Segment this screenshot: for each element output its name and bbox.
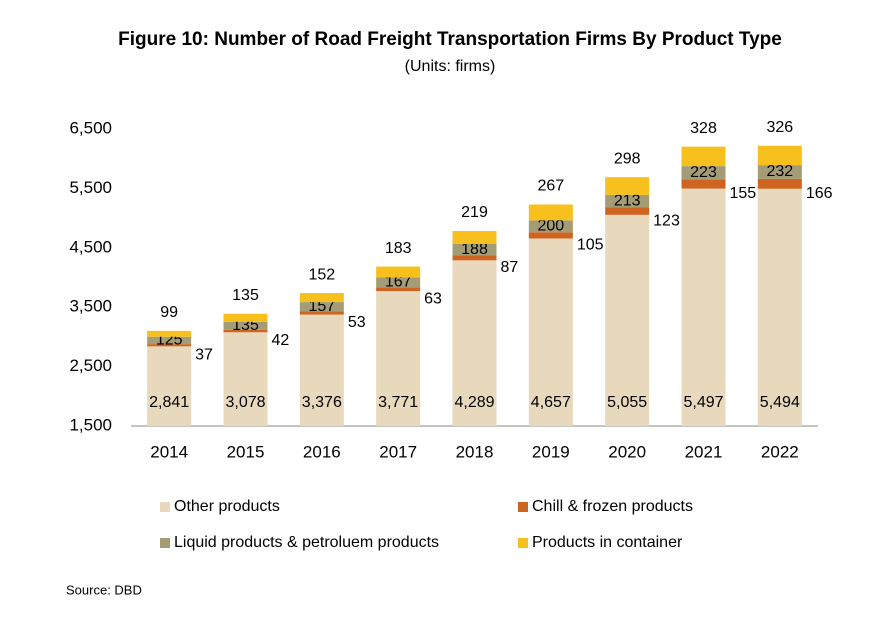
bar-segment (223, 313, 268, 322)
y-tick-label: 4,500 (69, 237, 112, 256)
legend-label: Other products (174, 498, 280, 515)
bar-segment (223, 329, 268, 333)
data-label: 152 (308, 266, 335, 283)
bar-segment (376, 287, 421, 292)
bar-segment (452, 255, 497, 261)
x-tick-label: 2019 (532, 442, 570, 461)
x-tick-label: 2017 (379, 442, 417, 461)
bar-segment (299, 302, 344, 312)
data-label: 105 (577, 237, 604, 254)
data-label: 183 (385, 240, 412, 257)
data-label: 87 (501, 259, 519, 276)
legend-swatch (160, 538, 170, 548)
chart-subtitle: (Units: firms) (405, 58, 496, 75)
bar-segment (299, 293, 344, 303)
bar-segment (757, 145, 802, 166)
data-label: 219 (461, 204, 488, 221)
data-label: 53 (348, 314, 366, 331)
data-label: 167 (385, 274, 412, 291)
bar-segment (452, 243, 497, 256)
legend-label: Products in container (532, 534, 683, 551)
x-tick-label: 2022 (761, 442, 799, 461)
data-label: 5,055 (607, 394, 647, 411)
legend-swatch (518, 502, 528, 512)
bar-segment (681, 166, 726, 180)
bar-segment (147, 346, 192, 426)
legend-swatch (160, 502, 170, 512)
data-label: 3,376 (302, 394, 342, 411)
bar-segment (681, 188, 726, 426)
data-label: 3,078 (225, 394, 265, 411)
data-label: 5,494 (760, 394, 800, 411)
x-tick-label: 2018 (456, 442, 494, 461)
bar-segment (223, 332, 268, 426)
data-label: 166 (806, 185, 833, 202)
bar-segment (605, 207, 650, 215)
bar-segment (757, 178, 802, 189)
bar-segment (376, 266, 421, 278)
bar-segment (605, 177, 650, 195)
x-tick-label: 2021 (685, 442, 723, 461)
bar-segment (299, 314, 344, 426)
bar-segment (376, 291, 421, 426)
data-label: 63 (424, 290, 442, 307)
source: Source: DBD (66, 582, 142, 597)
data-label: 4,657 (531, 394, 571, 411)
data-label: 2,841 (149, 394, 189, 411)
y-tick-label: 3,500 (69, 297, 112, 316)
bar-segment (147, 344, 192, 347)
bar-segment (147, 336, 192, 345)
bar-segment (605, 194, 650, 208)
data-label: 4,289 (454, 394, 494, 411)
x-tick-label: 2016 (303, 442, 341, 461)
bar-segment (528, 238, 573, 426)
y-tick-label: 1,500 (69, 415, 112, 434)
y-tick-label: 6,500 (69, 118, 112, 137)
bar-segment (681, 179, 726, 189)
bar-segment (757, 165, 802, 179)
bar-segment (528, 232, 573, 239)
bar-segment (299, 311, 344, 315)
y-tick-label: 2,500 (69, 356, 112, 375)
bar-segment (681, 146, 726, 167)
data-label: 3,771 (378, 394, 418, 411)
bar-segment (147, 330, 192, 337)
bar-segment (757, 188, 802, 426)
data-label: 155 (730, 185, 757, 202)
bar-segment (452, 260, 497, 426)
data-label: 200 (537, 218, 564, 235)
data-label: 232 (766, 163, 793, 180)
bar-segment (528, 204, 573, 221)
data-label: 213 (614, 192, 641, 209)
x-tick-label: 2015 (227, 442, 265, 461)
x-tick-label: 2020 (608, 442, 646, 461)
bar-segment (223, 321, 268, 330)
data-label: 99 (160, 304, 178, 321)
bar-segment (452, 230, 497, 244)
legend-label: Chill & frozen products (532, 498, 693, 515)
bar-segment (528, 220, 573, 233)
legend-swatch (518, 538, 528, 548)
bar-segment (376, 277, 421, 288)
data-label: 326 (766, 119, 793, 136)
data-label: 135 (232, 287, 259, 304)
data-label: 223 (690, 164, 717, 181)
data-label: 188 (461, 241, 488, 258)
legend-label: Liquid products & petroluem products (174, 534, 439, 551)
data-label: 37 (195, 346, 213, 363)
bar-segment (605, 214, 650, 426)
data-label: 267 (537, 178, 564, 195)
data-label: 157 (308, 298, 335, 315)
data-label: 42 (272, 332, 290, 349)
data-label: 298 (614, 150, 641, 167)
data-label: 123 (653, 212, 680, 229)
x-tick-label: 2014 (150, 442, 188, 461)
data-label: 5,497 (683, 394, 723, 411)
chart-title: Figure 10: Number of Road Freight Transp… (118, 29, 782, 50)
data-label: 328 (690, 120, 717, 137)
y-tick-label: 5,500 (69, 178, 112, 197)
